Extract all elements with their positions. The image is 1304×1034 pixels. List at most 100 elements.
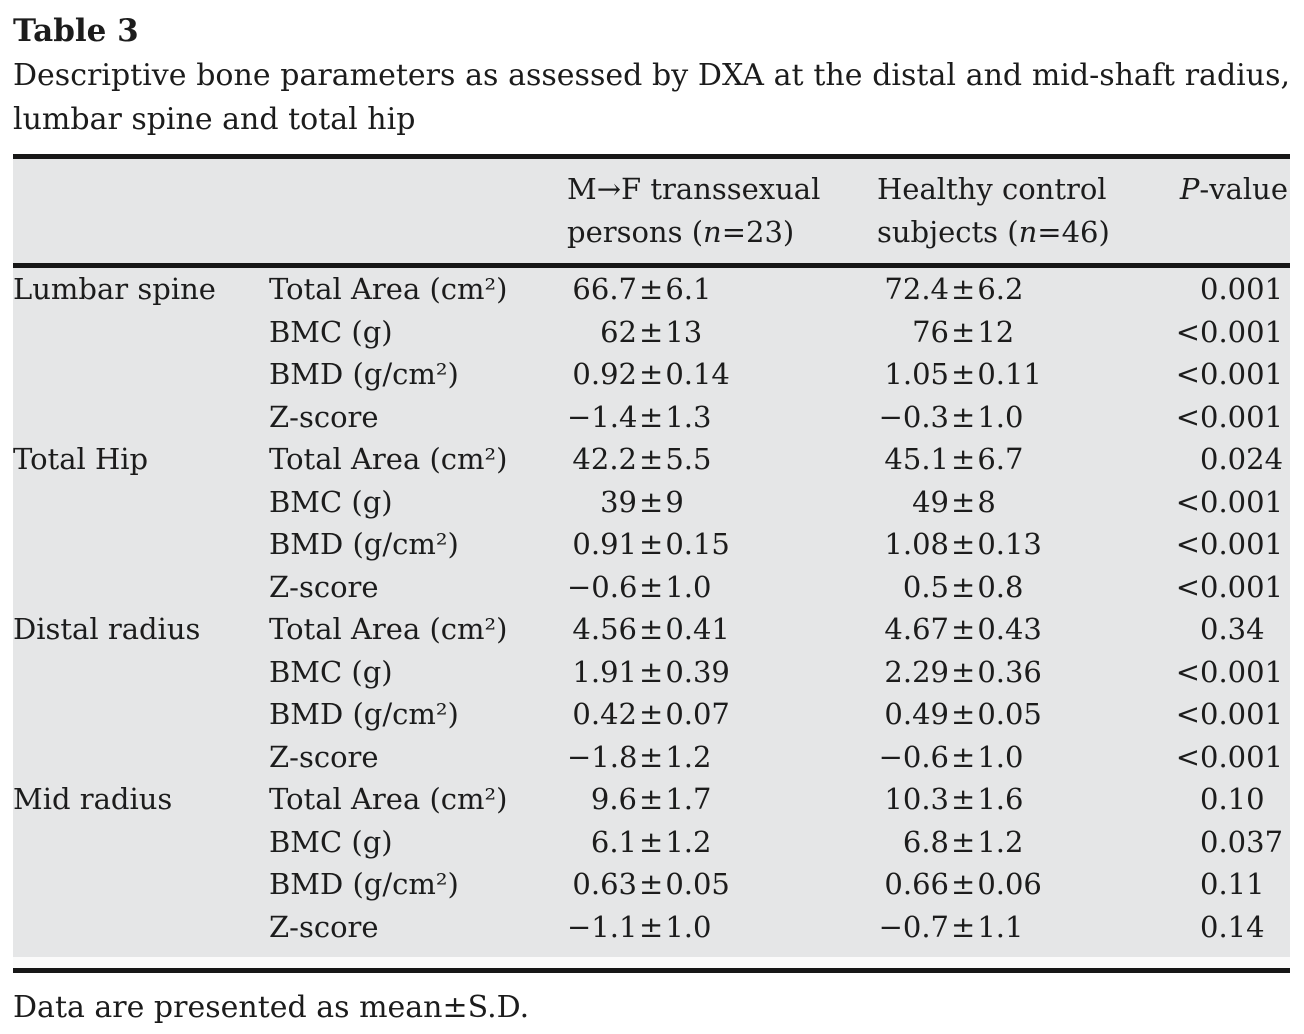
plus-minus-sign: ± <box>639 654 664 689</box>
ts-value-cell: 9.6 ±1.7 <box>567 778 877 821</box>
control-value-cell: 4.67 ±0.43 <box>877 608 1172 651</box>
plus-minus-sign: ± <box>951 442 976 476</box>
region-cell <box>13 353 269 396</box>
plus-minus-sign: ± <box>639 569 664 604</box>
ts-mean: 9.6 <box>590 782 637 816</box>
data-table: M→F transsexual persons (n=23) Healthy c… <box>13 154 1290 973</box>
ts-value-cell: −1.1 ±1.0 <box>567 906 877 949</box>
ts-mean: 66.7 <box>572 272 637 306</box>
control-value-cell: 10.3 ±1.6 <box>877 778 1172 821</box>
header-ts-line2: persons (n=23) <box>567 215 795 249</box>
table-title: Table 3 <box>13 13 139 49</box>
param-cell: Total Area (cm²) <box>269 442 508 476</box>
plus-minus-sign: ± <box>639 867 664 901</box>
table-row: BMC (g) 6.1 ±1.2 6.8 ±1.2 0.037 <box>13 821 1290 864</box>
ts-mean: 6.1 <box>590 824 637 859</box>
ctrl-sd: 1.6 <box>977 782 1024 816</box>
table-row: Mid radius Total Area (cm²) 9.6 ±1.7 10.3… <box>13 778 1290 821</box>
ts-mean: 0.91 <box>572 527 637 561</box>
plus-minus-sign: ± <box>951 569 976 604</box>
control-value-cell: 1.08 ±0.13 <box>877 523 1172 566</box>
ts-sd: 0.15 <box>665 527 730 561</box>
param-cell: BMC (g) <box>269 314 393 349</box>
p-value-cell: 0.037 <box>1172 821 1290 864</box>
table-bottom-padding <box>13 948 1290 957</box>
ctrl-mean: 45.1 <box>884 442 949 476</box>
p-value-cell: <0.001 <box>1172 566 1290 609</box>
p-number: 0.001 <box>1200 697 1284 731</box>
plus-minus-sign: ± <box>639 909 664 944</box>
ctrl-sd: 1.0 <box>977 739 1024 774</box>
ctrl-mean: −0.7 <box>878 909 949 944</box>
ctrl-mean: 76 <box>912 314 949 349</box>
table-row: Z-score −0.6 ±1.0 0.5 ±0.8 <0.001 <box>13 566 1290 609</box>
ctrl-mean: −0.6 <box>878 739 949 774</box>
plus-minus-sign: ± <box>951 484 976 519</box>
param-cell: Total Area (cm²) <box>269 782 508 816</box>
region-cell: Distal radius <box>13 612 201 646</box>
ts-sd: 0.39 <box>665 654 730 689</box>
p-value-cell: <0.001 <box>1172 651 1290 694</box>
ts-mean: 39 <box>600 484 637 519</box>
param-cell: Z-score <box>269 569 379 604</box>
ctrl-sd: 1.2 <box>977 824 1024 859</box>
param-cell: BMC (g) <box>269 824 393 859</box>
p-number: 0.001 <box>1200 654 1284 689</box>
p-number: 0.001 <box>1200 314 1284 349</box>
ctrl-sd: 0.13 <box>977 527 1042 561</box>
control-value-cell: 6.8 ±1.2 <box>877 821 1172 864</box>
control-value-cell: −0.7 ±1.1 <box>877 906 1172 949</box>
header-control-line2: subjects (n=46) <box>877 215 1110 249</box>
ts-value-cell: 0.63 ±0.05 <box>567 863 877 906</box>
ts-mean: −0.6 <box>567 569 638 604</box>
ts-value-cell: 66.7 ±6.1 <box>567 268 877 311</box>
p-value-cell: <0.001 <box>1172 311 1290 354</box>
header-pvalue-cell: P-value <box>1179 172 1288 206</box>
control-value-cell: 2.29 ±0.36 <box>877 651 1172 694</box>
header-separator-rule <box>13 263 1290 268</box>
p-prefix: < <box>1175 314 1200 349</box>
table-row: Z-score −1.1 ±1.0 −0.7 ±1.1 0.14 <box>13 906 1290 949</box>
p-value-cell: 0.34 <box>1172 608 1290 651</box>
plus-minus-sign: ± <box>951 272 976 306</box>
ts-mean: 1.91 <box>572 654 637 689</box>
ctrl-sd: 6.2 <box>977 272 1024 306</box>
ctrl-mean: 4.67 <box>884 612 949 646</box>
ctrl-mean: 2.29 <box>884 654 949 689</box>
param-cell: Z-score <box>269 399 379 434</box>
p-number: 0.001 <box>1200 569 1284 604</box>
ctrl-mean: −0.3 <box>878 399 949 434</box>
plus-minus-sign: ± <box>951 867 976 901</box>
ctrl-sd: 1.0 <box>977 399 1024 434</box>
ctrl-mean: 10.3 <box>884 782 949 816</box>
plus-minus-sign: ± <box>951 527 976 561</box>
control-value-cell: 49 ±8 <box>877 481 1172 524</box>
plus-minus-sign: ± <box>639 314 664 349</box>
p-prefix: < <box>1175 569 1200 604</box>
p-value-cell: 0.14 <box>1172 906 1290 949</box>
p-prefix: < <box>1175 697 1200 731</box>
table-band: M→F transsexual persons (n=23) Healthy c… <box>13 159 1290 957</box>
ts-sd: 1.7 <box>665 782 712 816</box>
ts-sd: 1.0 <box>665 909 712 944</box>
plus-minus-sign: ± <box>951 612 976 646</box>
table-row: BMD (g/cm²) 0.92 ±0.14 1.05 ±0.11 <0.001 <box>13 353 1290 396</box>
ts-sd: 0.07 <box>665 697 730 731</box>
ts-mean: 0.42 <box>572 697 637 731</box>
param-cell: BMD (g/cm²) <box>269 867 459 901</box>
p-value-cell: 0.11 <box>1172 863 1290 906</box>
plus-minus-sign: ± <box>951 697 976 731</box>
p-number: 0.001 <box>1200 484 1284 519</box>
ctrl-sd: 6.7 <box>977 442 1024 476</box>
ts-mean: 0.92 <box>572 357 637 391</box>
ts-sd: 13 <box>665 314 703 349</box>
ctrl-mean: 49 <box>912 484 949 519</box>
plus-minus-sign: ± <box>639 824 664 859</box>
region-cell <box>13 481 269 524</box>
p-prefix: < <box>1175 357 1200 391</box>
ts-sd: 1.0 <box>665 569 712 604</box>
param-cell: BMD (g/cm²) <box>269 527 459 561</box>
region-cell <box>13 863 269 906</box>
ctrl-sd: 0.36 <box>977 654 1042 689</box>
p-number: 0.001 <box>1200 399 1284 434</box>
